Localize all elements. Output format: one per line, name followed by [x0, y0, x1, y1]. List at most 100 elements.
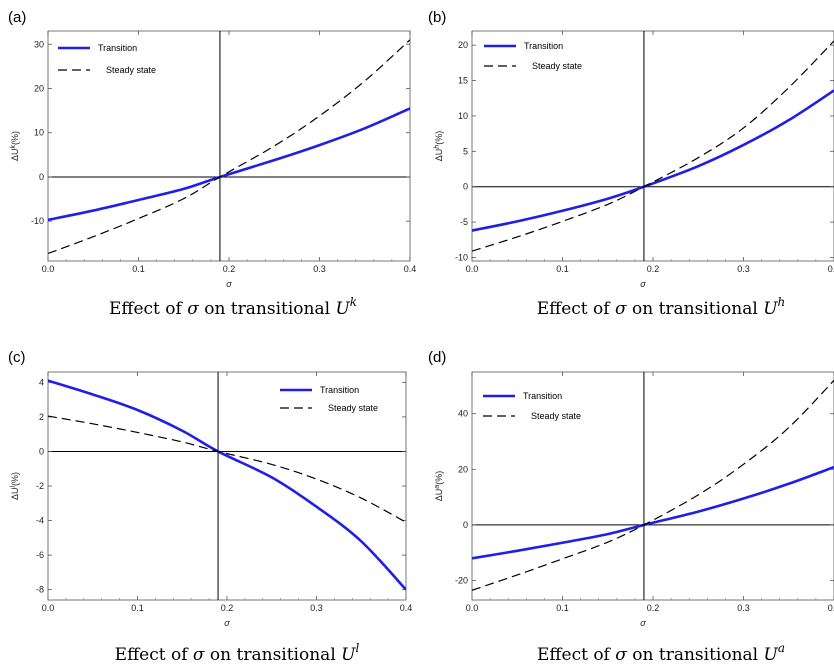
- y-axis-label-sup: h: [434, 145, 441, 149]
- y-tick-label: 15: [458, 76, 468, 86]
- y-tick-label: 30: [34, 39, 44, 49]
- y-tick-label: 0: [39, 446, 44, 456]
- caption-middle: on transitional: [205, 645, 342, 665]
- legend-label: Transition: [320, 385, 359, 395]
- panel-label: (a): [8, 9, 26, 26]
- x-tick-label: 0.2: [223, 264, 236, 274]
- y-tick-label: 40: [458, 409, 468, 419]
- plot-frame: [471, 30, 834, 262]
- panel-label: (c): [8, 349, 26, 366]
- x-tick-label: 0.3: [737, 264, 750, 274]
- y-tick-label: -10: [31, 216, 44, 226]
- y-tick-label: 0: [463, 520, 468, 530]
- caption-prefix: Effect of: [537, 645, 615, 665]
- panel-label: (d): [428, 349, 446, 366]
- legend-label: Steady state: [106, 65, 156, 75]
- y-tick-label: 5: [463, 146, 468, 156]
- caption-prefix: Effect of: [537, 299, 615, 319]
- y-axis-label-suffix: (%): [434, 471, 444, 485]
- caption-superscript: l: [355, 641, 359, 655]
- panel-caption: Effect of σ on transitional Uk: [109, 295, 357, 319]
- y-tick-label: 20: [458, 40, 468, 50]
- x-tick-label: 0.3: [313, 264, 326, 274]
- caption-variable: U: [341, 645, 356, 665]
- panel-caption: Effect of σ on transitional Uh: [537, 295, 786, 319]
- x-axis-label: σ: [640, 279, 646, 289]
- caption-symbol: σ: [193, 645, 205, 665]
- y-axis-label-main: ΔU: [10, 148, 20, 161]
- x-tick-label: 0.1: [556, 264, 569, 274]
- panel-1: (a)0.0 0.1 0.2 0.3 0.4-100102030σΔUk(%)Trans…: [8, 9, 416, 319]
- x-tick-label: 0.2: [647, 264, 660, 274]
- caption-middle: on transitional: [627, 299, 764, 319]
- x-tick-label: 0.3: [737, 603, 750, 613]
- plot-frame: [47, 30, 411, 262]
- panel-caption: Effect of σ on transitional Ua: [537, 641, 785, 665]
- y-axis-label-main: ΔU: [434, 489, 444, 502]
- y-tick-label: 4: [39, 377, 44, 387]
- caption-symbol: σ: [187, 299, 199, 319]
- series-transition-line: [472, 89, 834, 232]
- legend-label: Transition: [523, 391, 562, 401]
- panel-2: (b)0.00.10.20.30.4-10-505101520σΔUh(%)Tr…: [428, 9, 834, 319]
- x-tick-label: 0.4: [828, 264, 834, 274]
- series-transition-line: [48, 107, 410, 222]
- x-tick-label: 0.2: [221, 603, 234, 613]
- y-tick-label: 2: [39, 412, 44, 422]
- y-tick-label: -2: [36, 481, 44, 491]
- caption-variable: U: [763, 299, 778, 319]
- x-tick-label: 0.1: [131, 603, 144, 613]
- x-tick-label: 0.4: [828, 603, 834, 613]
- x-axis-label: σ: [226, 279, 232, 289]
- y-tick-label: -8: [36, 585, 44, 595]
- y-axis-label: ΔUh(%): [434, 131, 444, 161]
- y-axis-label-main: ΔU: [10, 488, 20, 501]
- caption-middle: on transitional: [199, 299, 336, 319]
- panel-caption: Effect of σ on transitional Ul: [115, 641, 360, 665]
- panel-3: (c)0.0 0.1 0.2 0.3 0.4-8-6-4-2024σΔUl(%)Tran…: [8, 349, 412, 665]
- x-tick-label: 0.4: [400, 603, 413, 613]
- y-tick-label: -5: [460, 217, 468, 227]
- y-axis-label-suffix: (%): [434, 131, 444, 145]
- y-tick-label: -10: [455, 252, 468, 262]
- series-transition-line: [472, 465, 834, 560]
- y-axis-label-sup: l: [10, 486, 17, 488]
- panel-4: (d)0.00.10.20.30.4-2002040σΔUa(%)Transit…: [428, 349, 834, 665]
- x-tick-label: 0.1: [556, 603, 569, 613]
- series-steady-state-line: [48, 39, 410, 255]
- y-axis-label: ΔUl(%): [10, 472, 20, 500]
- caption-superscript: a: [778, 641, 785, 655]
- y-tick-label: -4: [36, 516, 44, 526]
- y-axis-label: ΔUk(%): [10, 131, 20, 161]
- caption-variable: U: [764, 645, 779, 665]
- x-tick-label: 0.2: [647, 603, 660, 613]
- series-steady-state-line: [48, 415, 406, 523]
- caption-variable: U: [335, 299, 350, 319]
- legend-label: Steady state: [532, 61, 582, 71]
- y-tick-label: 20: [34, 84, 44, 94]
- y-tick-label: 0: [39, 172, 44, 182]
- y-tick-label: 10: [34, 128, 44, 138]
- x-tick-label: 0.0: [466, 603, 479, 613]
- series-steady-state-line: [472, 40, 834, 252]
- y-tick-label: 20: [458, 464, 468, 474]
- caption-prefix: Effect of: [109, 299, 187, 319]
- caption-middle: on transitional: [627, 645, 764, 665]
- legend-label: Steady state: [531, 411, 581, 421]
- y-tick-label: -20: [455, 576, 468, 586]
- panel-label: (b): [428, 9, 446, 26]
- caption-superscript: k: [350, 295, 357, 309]
- series-steady-state-line: [472, 379, 834, 591]
- y-axis-label-suffix: (%): [10, 472, 20, 486]
- y-axis-label-sup: a: [434, 485, 441, 489]
- x-tick-label: 0.3: [310, 603, 323, 613]
- caption-symbol: σ: [615, 299, 627, 319]
- x-tick-label: 0.0: [466, 264, 479, 274]
- caption-superscript: h: [778, 295, 786, 309]
- y-axis-label: ΔUa(%): [434, 471, 444, 501]
- x-axis-label: σ: [224, 618, 230, 628]
- x-tick-label: 0.0: [42, 603, 55, 613]
- x-tick-label: 0.1: [132, 264, 145, 274]
- legend-label: Steady state: [328, 403, 378, 413]
